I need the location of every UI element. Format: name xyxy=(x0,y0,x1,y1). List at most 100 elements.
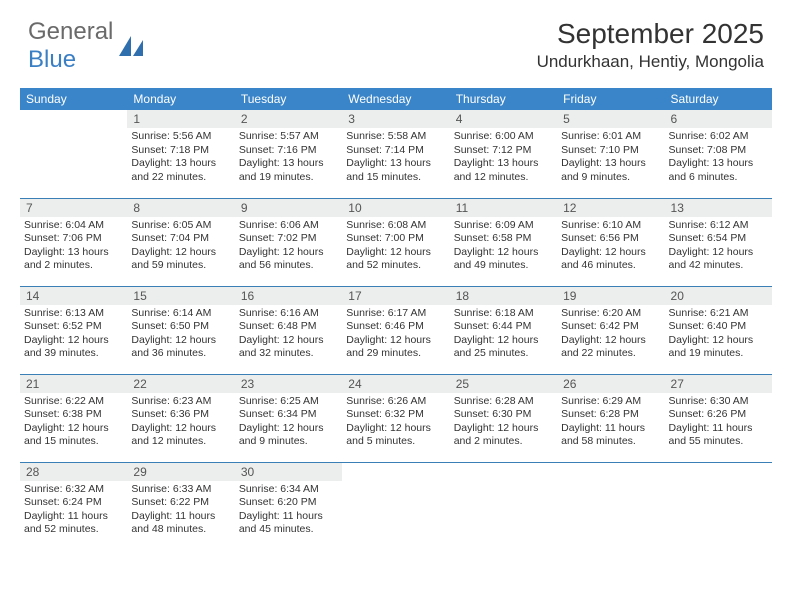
calendar-cell: 9Sunrise: 6:06 AMSunset: 7:02 PMDaylight… xyxy=(235,198,342,286)
sunrise-text: Sunrise: 5:56 AM xyxy=(131,130,230,144)
calendar-cell: 30 Sunrise: 6:34 AMSunset: 6:20 PMDayligh… xyxy=(235,462,342,550)
calendar-row: 21Sunrise: 6:22 AMSunset: 6:38 PMDayligh… xyxy=(20,374,772,462)
location-text: Undurkhaan, Hentiy, Mongolia xyxy=(537,52,764,72)
sunset-text: Sunset: 7:08 PM xyxy=(669,144,768,158)
calendar-cell: 26 Sunrise: 6:29 AMSunset: 6:28 PMDayligh… xyxy=(557,374,664,462)
calendar-cell: 29Sunrise: 6:33 AMSunset: 6:22 PMDayligh… xyxy=(127,462,234,550)
day-body: Sunrise: 6:16 AMSunset: 6:48 PMDaylight:… xyxy=(235,305,342,366)
sunrise-text: Sunrise: 6:21 AM xyxy=(669,307,768,321)
day-body: Sunrise: 5:57 AMSunset: 7:16 PMDaylight:… xyxy=(235,128,342,189)
daylight-text: Daylight: 13 hours and 19 minutes. xyxy=(239,157,338,184)
day-number: 13 xyxy=(665,199,772,217)
sunrise-text: Sunrise: 6:33 AM xyxy=(131,483,230,497)
calendar-cell: 1Sunrise: 5:56 AMSunset: 7:18 PMDaylight… xyxy=(127,110,234,198)
day-body: Sunrise: 6:32 AMSunset: 6:24 PMDaylight:… xyxy=(20,481,127,542)
day-body: Sunrise: 6:17 AMSunset: 6:46 PMDaylight:… xyxy=(342,305,449,366)
sunset-text: Sunset: 7:02 PM xyxy=(239,232,338,246)
day-body: Sunrise: 6:09 AMSunset: 6:58 PMDaylight:… xyxy=(450,217,557,278)
daylight-text: Daylight: 11 hours and 45 minutes. xyxy=(239,510,338,537)
sunrise-text: Sunrise: 6:12 AM xyxy=(669,219,768,233)
calendar-cell: 12Sunrise: 6:10 AMSunset: 6:56 PMDayligh… xyxy=(557,198,664,286)
sunrise-text: Sunrise: 5:57 AM xyxy=(239,130,338,144)
calendar-cell: 10Sunrise: 6:08 AMSunset: 7:00 PMDayligh… xyxy=(342,198,449,286)
sunset-text: Sunset: 7:14 PM xyxy=(346,144,445,158)
sunset-text: Sunset: 6:52 PM xyxy=(24,320,123,334)
calendar-cell xyxy=(665,462,772,550)
day-number: 2 xyxy=(235,110,342,128)
daylight-text: Daylight: 12 hours and 32 minutes. xyxy=(239,334,338,361)
sunrise-text: Sunrise: 6:01 AM xyxy=(561,130,660,144)
daylight-text: Daylight: 12 hours and 42 minutes. xyxy=(669,246,768,273)
calendar-cell xyxy=(20,110,127,198)
calendar-cell: 14Sunrise: 6:13 AMSunset: 6:52 PMDayligh… xyxy=(20,286,127,374)
sunset-text: Sunset: 6:24 PM xyxy=(24,496,123,510)
daylight-text: Daylight: 12 hours and 12 minutes. xyxy=(131,422,230,449)
calendar-cell: 5Sunrise: 6:01 AMSunset: 7:10 PMDaylight… xyxy=(557,110,664,198)
daylight-text: Daylight: 12 hours and 29 minutes. xyxy=(346,334,445,361)
calendar-cell: 6Sunrise: 6:02 AMSunset: 7:08 PMDaylight… xyxy=(665,110,772,198)
sunrise-text: Sunrise: 6:18 AM xyxy=(454,307,553,321)
daylight-text: Daylight: 12 hours and 46 minutes. xyxy=(561,246,660,273)
day-body: Sunrise: 6:02 AMSunset: 7:08 PMDaylight:… xyxy=(665,128,772,189)
calendar-cell: 21Sunrise: 6:22 AMSunset: 6:38 PMDayligh… xyxy=(20,374,127,462)
sunset-text: Sunset: 6:22 PM xyxy=(131,496,230,510)
day-body: Sunrise: 6:13 AMSunset: 6:52 PMDaylight:… xyxy=(20,305,127,366)
daylight-text: Daylight: 12 hours and 56 minutes. xyxy=(239,246,338,273)
sunset-text: Sunset: 6:54 PM xyxy=(669,232,768,246)
day-number: 14 xyxy=(20,287,127,305)
weekday-header: Thursday xyxy=(450,88,557,110)
daylight-text: Daylight: 12 hours and 52 minutes. xyxy=(346,246,445,273)
calendar-cell: 3Sunrise: 5:58 AMSunset: 7:14 PMDaylight… xyxy=(342,110,449,198)
sunrise-text: Sunrise: 6:34 AM xyxy=(239,483,338,497)
sunset-text: Sunset: 6:30 PM xyxy=(454,408,553,422)
day-body: Sunrise: 6:14 AMSunset: 6:50 PMDaylight:… xyxy=(127,305,234,366)
day-number: 5 xyxy=(557,110,664,128)
daylight-text: Daylight: 11 hours and 58 minutes. xyxy=(561,422,660,449)
day-number: 4 xyxy=(450,110,557,128)
daylight-text: Daylight: 13 hours and 22 minutes. xyxy=(131,157,230,184)
day-number: 20 xyxy=(665,287,772,305)
sunrise-text: Sunrise: 6:20 AM xyxy=(561,307,660,321)
daylight-text: Daylight: 12 hours and 9 minutes. xyxy=(239,422,338,449)
day-number: 28 xyxy=(20,463,127,481)
sunrise-text: Sunrise: 6:29 AM xyxy=(561,395,660,409)
daylight-text: Daylight: 11 hours and 55 minutes. xyxy=(669,422,768,449)
calendar-cell: 20Sunrise: 6:21 AMSunset: 6:40 PMDayligh… xyxy=(665,286,772,374)
day-body: Sunrise: 6:25 AMSunset: 6:34 PMDaylight:… xyxy=(235,393,342,454)
sunrise-text: Sunrise: 6:28 AM xyxy=(454,395,553,409)
day-body: Sunrise: 5:56 AMSunset: 7:18 PMDaylight:… xyxy=(127,128,234,189)
weekday-header: Wednesday xyxy=(342,88,449,110)
daylight-text: Daylight: 12 hours and 49 minutes. xyxy=(454,246,553,273)
header: General Blue September 2025 Undurkhaan, … xyxy=(0,0,792,80)
sunset-text: Sunset: 6:28 PM xyxy=(561,408,660,422)
day-body: Sunrise: 6:28 AMSunset: 6:30 PMDaylight:… xyxy=(450,393,557,454)
title-block: September 2025 Undurkhaan, Hentiy, Mongo… xyxy=(537,18,764,72)
calendar-cell: 16Sunrise: 6:16 AMSunset: 6:48 PMDayligh… xyxy=(235,286,342,374)
day-number: 7 xyxy=(20,199,127,217)
sunset-text: Sunset: 6:26 PM xyxy=(669,408,768,422)
day-body: Sunrise: 6:01 AMSunset: 7:10 PMDaylight:… xyxy=(557,128,664,189)
weekday-header: Friday xyxy=(557,88,664,110)
day-number: 10 xyxy=(342,199,449,217)
sunset-text: Sunset: 6:42 PM xyxy=(561,320,660,334)
brand-general: General xyxy=(28,18,113,45)
sunset-text: Sunset: 6:20 PM xyxy=(239,496,338,510)
day-body: Sunrise: 6:26 AMSunset: 6:32 PMDaylight:… xyxy=(342,393,449,454)
sunset-text: Sunset: 6:36 PM xyxy=(131,408,230,422)
sunrise-text: Sunrise: 5:58 AM xyxy=(346,130,445,144)
sunrise-text: Sunrise: 6:02 AM xyxy=(669,130,768,144)
day-number: 3 xyxy=(342,110,449,128)
day-number: 26 xyxy=(557,375,664,393)
day-number: 30 xyxy=(235,463,342,481)
day-number: 27 xyxy=(665,375,772,393)
month-title: September 2025 xyxy=(537,18,764,50)
day-body: Sunrise: 6:22 AMSunset: 6:38 PMDaylight:… xyxy=(20,393,127,454)
sunrise-text: Sunrise: 6:26 AM xyxy=(346,395,445,409)
calendar-row: 7Sunrise: 6:04 AMSunset: 7:06 PMDaylight… xyxy=(20,198,772,286)
day-number: 17 xyxy=(342,287,449,305)
daylight-text: Daylight: 12 hours and 19 minutes. xyxy=(669,334,768,361)
weekday-header: Sunday xyxy=(20,88,127,110)
sunrise-text: Sunrise: 6:23 AM xyxy=(131,395,230,409)
weekday-header: Monday xyxy=(127,88,234,110)
sunrise-text: Sunrise: 6:32 AM xyxy=(24,483,123,497)
